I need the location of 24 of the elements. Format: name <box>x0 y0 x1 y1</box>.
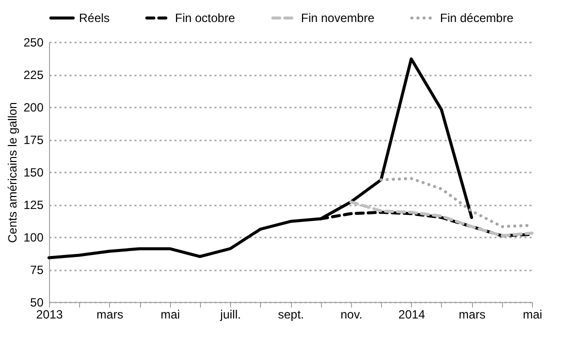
y-axis-title: Cents américains le gallon <box>5 102 20 243</box>
x-tick-label: juill. <box>219 308 241 322</box>
y-tick-label: 75 <box>30 263 44 277</box>
x-tick-label: 2014 <box>398 308 426 322</box>
legend-label: Réels <box>79 11 110 25</box>
y-tick-label: 225 <box>23 68 44 82</box>
y-tick-label: 200 <box>23 100 44 114</box>
x-tick-label: nov. <box>340 308 362 322</box>
y-tick-label: 100 <box>23 230 44 244</box>
legend-label: Fin novembre <box>301 11 375 25</box>
line-series <box>349 200 534 238</box>
x-tick-label: mars <box>96 308 124 322</box>
y-tick-label: 125 <box>23 198 44 212</box>
x-tick-label: mai <box>160 308 180 322</box>
y-tick-label: 250 <box>23 36 44 50</box>
legend-label: Fin octobre <box>175 11 236 25</box>
x-tick-label: mars <box>458 308 486 322</box>
y-tick-label: 175 <box>23 133 44 147</box>
legend-label: Fin décembre <box>440 11 514 25</box>
x-tick-label: sept. <box>278 308 304 322</box>
y-tick-label: 50 <box>30 296 44 310</box>
x-tick-label: mai <box>522 308 542 322</box>
y-tick-label: 150 <box>23 166 44 180</box>
x-tick-label: 2013 <box>36 308 64 322</box>
